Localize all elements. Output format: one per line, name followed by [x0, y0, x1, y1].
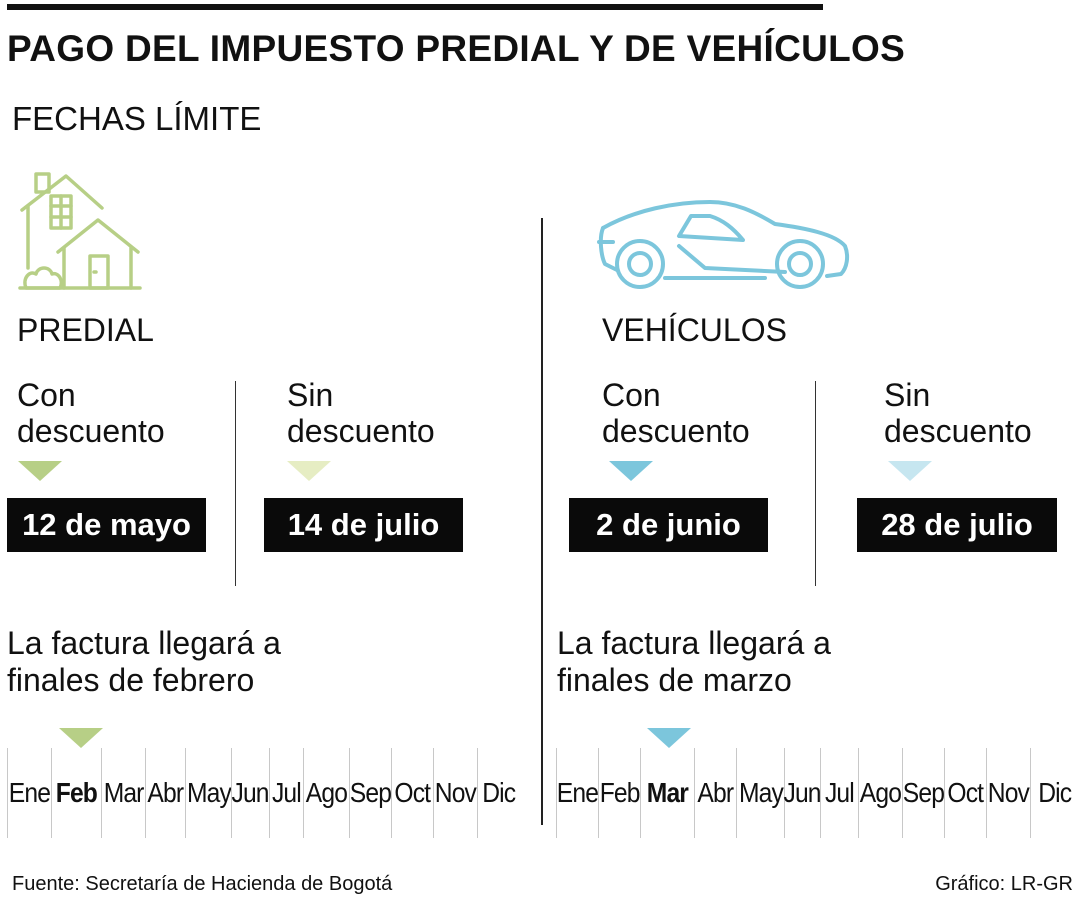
vehiculos-month-jul: Jul — [820, 748, 858, 838]
footer-source: Fuente: Secretaría de Hacienda de Bogotá — [12, 873, 393, 895]
predial-month-oct: Oct — [391, 748, 433, 838]
car-icon — [597, 200, 850, 289]
month-label: Ago — [305, 777, 348, 808]
month-label: Mar — [646, 777, 689, 808]
page-title: PAGO DEL IMPUESTO PREDIAL Y DE VEHÍCULOS — [7, 28, 906, 69]
predial-sin-marker — [287, 461, 331, 481]
predial-section: PREDIAL Con descuento 12 de mayo Sin des… — [7, 172, 526, 838]
predial-label: PREDIAL — [17, 312, 154, 348]
month-label: Abr — [697, 777, 735, 808]
page-subtitle: FECHAS LÍMITE — [12, 100, 262, 137]
vehiculos-col-divider — [815, 381, 816, 586]
month-label: May — [738, 777, 784, 808]
vehiculos-month-marker — [647, 728, 691, 748]
month-label: Mar — [103, 777, 145, 808]
vehiculos-note: La factura llegará a finales de marzo — [557, 625, 831, 698]
predial-month-feb: Feb — [51, 748, 101, 838]
predial-month-strip: Ene Feb Mar Abr May Jun Jul Ago Sep Oct Nov Dic — [7, 748, 526, 838]
predial-con-label: Con descuento — [17, 377, 165, 449]
house-icon — [18, 172, 142, 290]
vehiculos-month-jun: Jun — [783, 748, 822, 838]
vehiculos-month-ago: Ago — [858, 748, 902, 838]
month-label: Ene — [8, 777, 51, 808]
month-label: Sep — [349, 777, 392, 808]
month-label: Nov — [434, 777, 477, 808]
vehiculos-con-date: 2 de junio — [569, 498, 768, 552]
month-label: Jun — [783, 777, 822, 808]
month-label: Jun — [231, 777, 270, 808]
predial-month-jun: Jun — [231, 748, 270, 838]
vehiculos-sin-date: 28 de julio — [857, 498, 1057, 552]
predial-month-ene: Ene — [7, 748, 51, 838]
vehiculos-sin-marker — [888, 461, 932, 481]
vehiculos-label: VEHÍCULOS — [602, 312, 787, 348]
month-label: May — [186, 777, 232, 808]
predial-month-dic: Dic — [477, 748, 520, 838]
month-label: Feb — [55, 777, 98, 808]
predial-note: La factura llegará a finales de febrero — [7, 625, 281, 698]
month-label: Nov — [987, 777, 1030, 808]
vehiculos-month-sep: Sep — [902, 748, 945, 838]
month-label: Dic — [1038, 777, 1072, 808]
vehiculos-month-dic: Dic — [1030, 748, 1078, 838]
month-label: Abr — [147, 777, 185, 808]
month-label: Jul — [272, 777, 302, 808]
vehiculos-month-nov: Nov — [986, 748, 1030, 838]
vehiculos-month-oct: Oct — [944, 748, 986, 838]
vehiculos-month-abr: Abr — [694, 748, 736, 838]
vehiculos-month-may: May — [736, 748, 784, 838]
predial-month-marker — [59, 728, 103, 748]
month-label: Feb — [599, 777, 641, 808]
predial-month-sep: Sep — [349, 748, 392, 838]
predial-col-divider — [235, 381, 236, 586]
predial-month-ago: Ago — [303, 748, 349, 838]
month-label: Ene — [556, 777, 599, 808]
vehiculos-month-ene: Ene — [556, 748, 599, 838]
vehiculos-section: VEHÍCULOS Con descuento 2 de junio Sin d… — [540, 0, 1080, 900]
footer-credit: Gráfico: LR-GR — [935, 873, 1073, 895]
vehiculos-sin-label: Sin descuento — [884, 377, 1032, 449]
predial-con-date: 12 de mayo — [7, 498, 206, 552]
predial-sin-date: 14 de julio — [264, 498, 463, 552]
month-label: Jul — [825, 777, 855, 808]
month-label: Ago — [859, 777, 902, 808]
month-label: Oct — [394, 777, 432, 808]
predial-month-mar: Mar — [101, 748, 145, 838]
predial-month-may: May — [185, 748, 231, 838]
predial-month-nov: Nov — [433, 748, 477, 838]
vehiculos-con-label: Con descuento — [602, 377, 750, 449]
vehiculos-month-mar: Mar — [640, 748, 694, 838]
month-label: Dic — [482, 777, 517, 808]
month-label: Oct — [947, 777, 985, 808]
predial-sin-label: Sin descuento — [287, 377, 435, 449]
predial-month-abr: Abr — [145, 748, 185, 838]
vehiculos-con-marker — [609, 461, 653, 481]
center-divider — [541, 218, 543, 825]
vehiculos-month-strip: Ene Feb Mar Abr May Jun Jul Ago Sep Oct Nov Dic — [556, 748, 1078, 838]
month-label: Sep — [902, 777, 945, 808]
vehiculos-month-feb: Feb — [598, 748, 640, 838]
predial-month-jul: Jul — [269, 748, 303, 838]
top-rule — [7, 4, 823, 10]
predial-con-marker — [18, 461, 62, 481]
